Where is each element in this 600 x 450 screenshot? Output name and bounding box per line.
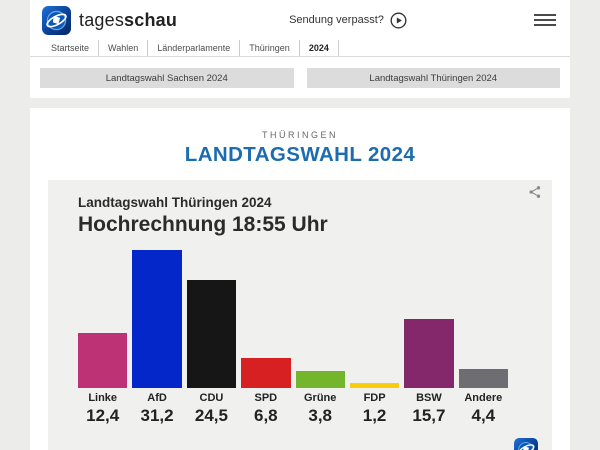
brand-name: tagesschau <box>79 9 178 30</box>
tab-landtagswahl-sachsen[interactable]: Landtagswahl Sachsen 2024 <box>40 68 294 88</box>
bar-column-bsw <box>404 250 454 388</box>
bar-column-linke <box>78 250 128 388</box>
breadcrumb-item-thüringen[interactable]: Thüringen <box>240 40 300 56</box>
share-icon[interactable] <box>528 185 542 199</box>
party-value: 6,8 <box>253 406 278 425</box>
bar-column-fdp <box>349 250 400 388</box>
brand-home-link[interactable]: tagesschau <box>42 5 178 35</box>
bar-label-column-spd: SPD 6,8 <box>241 388 290 426</box>
bar-label-column-linke: Linke 12,4 <box>78 388 127 426</box>
chart-title: Landtagswahl Thüringen 2024 <box>78 195 272 210</box>
bar-bsw <box>404 318 454 388</box>
bar-afd <box>132 250 182 388</box>
bar-fdp <box>349 382 400 388</box>
page-column: tagesschau Sendung verpasst? Startseite W… <box>30 0 570 450</box>
bar-column-afd <box>132 250 182 388</box>
party-value: 24,5 <box>194 406 228 425</box>
party-name: BSW <box>416 392 442 404</box>
header-top-row: tagesschau Sendung verpasst? <box>30 0 570 40</box>
bar-column-grüne <box>295 250 345 388</box>
tagesschau-globe-icon <box>514 438 538 450</box>
chart-subtitle: Hochrechnung 18:55 Uhr <box>78 213 328 236</box>
party-value: 12,4 <box>86 406 120 425</box>
bar-label-column-grüne: Grüne 3,8 <box>296 388 345 426</box>
breadcrumb-item-länderparlamente[interactable]: Länderparlamente <box>148 40 241 56</box>
bar-column-cdu <box>186 250 237 388</box>
party-name: Linke <box>88 392 118 404</box>
site-header: tagesschau Sendung verpasst? Startseite W… <box>30 0 570 98</box>
chart-footer: Infratest dimap, in Prozent <box>78 438 538 450</box>
party-value: 4,4 <box>471 406 496 425</box>
breadcrumb: Startseite Wahlen Länderparlamente Thüringe… <box>30 40 570 57</box>
bar-spd <box>241 357 291 388</box>
bar-label-column-andere: Andere 4,4 <box>459 388 508 426</box>
hamburger-menu-icon[interactable] <box>534 11 556 29</box>
page-title: LANDTAGSWAHL 2024 <box>184 143 416 166</box>
main-content: THÜRINGEN LANDTAGSWAHL 2024 Landtagswahl… <box>30 108 570 450</box>
bar-chart <box>78 250 508 388</box>
party-value: 15,7 <box>412 406 446 425</box>
breadcrumb-item-2024[interactable]: 2024 <box>300 40 339 56</box>
sendung-verpasst-label: Sendung verpasst? <box>289 14 384 26</box>
bar-grüne <box>295 371 345 388</box>
election-chart-card: Landtagswahl Thüringen 2024 Hochrechnung… <box>48 180 552 450</box>
bar-andere <box>458 368 508 388</box>
bar-column-andere <box>458 250 508 388</box>
bar-chart-labels: Linke 12,4 AfD 31,2 CDU 24,5 SPD 6,8 Grüne 3,8 FDP… <box>78 388 508 426</box>
bar-label-column-fdp: FDP 1,2 <box>350 388 399 426</box>
party-name: AfD <box>147 392 167 404</box>
party-name: CDU <box>199 392 224 404</box>
tab-landtagswahl-thueringen[interactable]: Landtagswahl Thüringen 2024 <box>306 68 560 88</box>
bar-label-column-afd: AfD 31,2 <box>132 388 181 426</box>
tagesschau-globe-icon <box>42 5 71 35</box>
election-tabs: Landtagswahl Sachsen 2024 Landtagswahl T… <box>30 57 570 98</box>
party-value: 3,8 <box>308 406 332 425</box>
bar-label-column-cdu: CDU 24,5 <box>187 388 236 426</box>
party-value: 31,2 <box>140 406 174 425</box>
bar-cdu <box>186 279 237 388</box>
party-value: 1,2 <box>362 406 387 425</box>
party-name: FDP <box>363 392 386 404</box>
page-kicker: THÜRINGEN <box>262 130 338 140</box>
party-name: Andere <box>464 392 503 404</box>
bar-column-spd <box>241 250 291 388</box>
bar-linke <box>78 333 128 388</box>
breadcrumb-item-startseite[interactable]: Startseite <box>42 40 100 56</box>
bar-label-column-bsw: BSW 15,7 <box>404 388 453 426</box>
sendung-verpasst-link[interactable]: Sendung verpasst? <box>289 12 407 29</box>
play-circle-icon <box>390 12 407 28</box>
party-name: SPD <box>254 392 278 404</box>
breadcrumb-item-wahlen[interactable]: Wahlen <box>99 40 149 56</box>
party-name: Grüne <box>303 392 337 404</box>
